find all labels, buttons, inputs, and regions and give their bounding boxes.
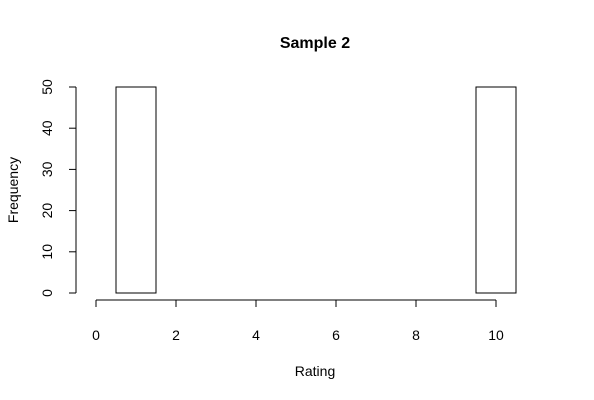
x-tick-label: 2 [172,327,180,343]
x-tick-label: 6 [332,327,340,343]
y-tick-label: 0 [39,289,55,297]
chart-title: Sample 2 [280,35,350,52]
x-tick-label: 0 [92,327,100,343]
bars-group [115,86,517,294]
histogram-bar [475,86,517,294]
y-tick-label: 20 [39,203,55,219]
x-axis-label: Rating [295,363,335,379]
y-tick-label: 10 [39,244,55,260]
y-axis-label: Frequency [5,157,21,223]
x-tick-label: 4 [252,327,260,343]
x-axis-ticks: 0 2 4 6 8 10 [92,300,504,343]
y-axis-ticks: 0 10 20 30 40 50 [39,79,76,297]
x-tick-label: 10 [488,327,504,343]
x-tick-label: 8 [412,327,420,343]
y-tick-label: 50 [39,79,55,95]
y-tick-label: 30 [39,161,55,177]
y-tick-label: 40 [39,120,55,136]
histogram-bar [115,86,157,294]
